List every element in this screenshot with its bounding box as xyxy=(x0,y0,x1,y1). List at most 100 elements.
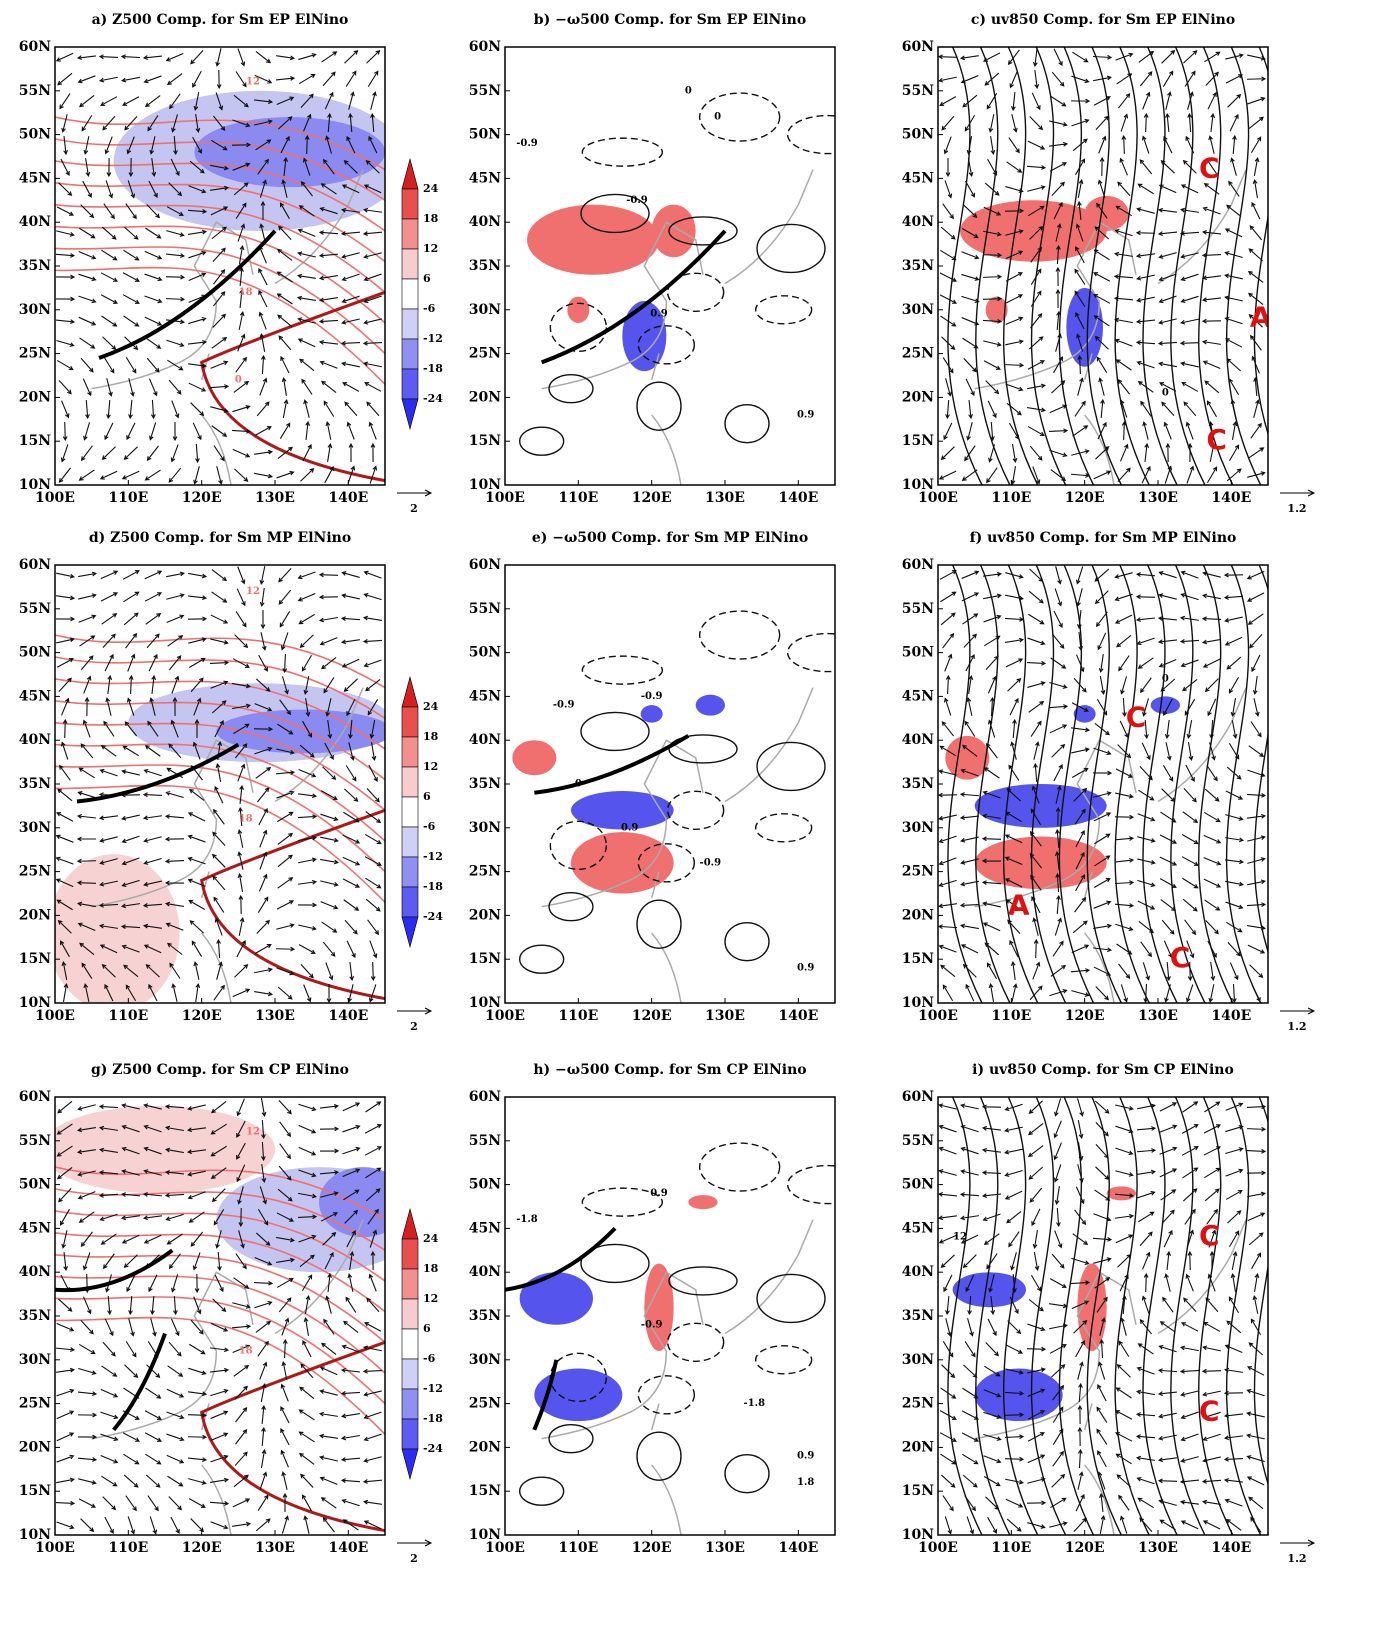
lon-label: 130E xyxy=(705,1540,745,1556)
shading xyxy=(1106,1186,1137,1201)
lat-label: 55N xyxy=(902,1133,934,1149)
contour-label: -1.8 xyxy=(516,1214,538,1225)
shading xyxy=(644,1263,674,1352)
lat-label: 30N xyxy=(902,302,934,318)
contour-label: 0 xyxy=(1162,388,1169,399)
streamline xyxy=(975,47,1011,485)
front-line xyxy=(76,742,240,804)
shading xyxy=(1084,195,1129,231)
lon-label: 110E xyxy=(558,1008,598,1024)
lat-label: 50N xyxy=(19,645,51,661)
contour-label: 0 xyxy=(235,374,242,385)
wind-vectors xyxy=(938,566,1267,1003)
contour xyxy=(636,381,682,431)
contour-label: 0 xyxy=(685,85,692,96)
contour-label: -0.9 xyxy=(516,138,538,149)
contour-label: 1.8 xyxy=(797,1477,814,1488)
lon-label: 130E xyxy=(705,1008,745,1024)
lat-label: 40N xyxy=(469,732,501,748)
contour-label: -0.9 xyxy=(641,1319,663,1330)
lat-label: 45N xyxy=(902,170,934,186)
contour xyxy=(55,1188,385,1251)
lat-label: 15N xyxy=(469,951,501,967)
lat-label: 20N xyxy=(902,389,934,405)
lon-label: 140E xyxy=(328,490,368,506)
streamline xyxy=(1198,47,1234,485)
lat-label: 25N xyxy=(469,346,501,362)
lon-label: 100E xyxy=(918,1540,958,1556)
map-panel: 0 C A Cc) uv850 Comp. for Sm EP ElNino 60N 55… xyxy=(902,12,1316,515)
shading xyxy=(194,117,385,188)
contour xyxy=(786,1164,835,1205)
lon-label: 140E xyxy=(1211,1008,1251,1024)
lat-label: 15N xyxy=(19,1483,51,1499)
lon-label: 100E xyxy=(35,1008,75,1024)
contour-label: 0.9 xyxy=(797,962,814,973)
shading xyxy=(622,301,667,372)
panel-title: c) uv850 Comp. for Sm EP ElNino xyxy=(971,12,1235,28)
contour xyxy=(724,1453,770,1494)
contour xyxy=(581,1187,664,1217)
colorbar-label: 6 xyxy=(423,1322,431,1335)
lat-label: 45N xyxy=(469,170,501,186)
lon-label: 110E xyxy=(991,1540,1031,1556)
contour-label: 0 xyxy=(575,779,582,790)
reference-arrow xyxy=(397,1007,433,1015)
contour xyxy=(668,1266,738,1296)
contour xyxy=(668,216,738,246)
lat-label: 40N xyxy=(469,1264,501,1280)
colorbar-segment xyxy=(401,1388,419,1420)
contour-label: 12 xyxy=(246,1127,260,1138)
shading xyxy=(640,705,663,723)
colorbar-label: -18 xyxy=(423,362,443,375)
map-panel: -1.8 0.9 -0.9 -1.8 0.9 1.8 h) −ω500 Comp. for … xyxy=(469,1062,836,1556)
colorbar-segment xyxy=(401,1358,419,1390)
lon-label: 120E xyxy=(632,1540,672,1556)
streamline xyxy=(1114,1097,1150,1535)
lat-label: 35N xyxy=(19,258,51,274)
contour-label: 12 xyxy=(953,1232,967,1243)
streamline xyxy=(1225,565,1262,1003)
lat-label: 30N xyxy=(19,1352,51,1368)
lat-label: 10N xyxy=(469,477,501,493)
contour xyxy=(55,764,385,873)
lat-label: 20N xyxy=(19,1439,51,1455)
streamline xyxy=(1030,565,1067,1003)
contour-label: -0.9 xyxy=(626,195,648,206)
lon-label: 110E xyxy=(991,490,1031,506)
annotation: C xyxy=(1199,1219,1220,1252)
lon-label: 130E xyxy=(255,1008,295,1024)
lat-label: 30N xyxy=(469,820,501,836)
contour xyxy=(636,1431,682,1481)
contour xyxy=(55,743,385,842)
lat-label: 20N xyxy=(469,907,501,923)
lon-label: 100E xyxy=(35,490,75,506)
coastline xyxy=(974,1219,1247,1535)
lon-label: 120E xyxy=(632,1008,672,1024)
lat-label: 40N xyxy=(902,214,934,230)
shading xyxy=(519,1272,593,1325)
coastline xyxy=(91,687,364,1003)
lat-label: 50N xyxy=(19,1177,51,1193)
contour xyxy=(636,899,682,949)
panel-title: a) Z500 Comp. for Sm EP ElNino xyxy=(92,12,349,28)
lon-label: 130E xyxy=(1138,490,1178,506)
shading xyxy=(571,791,674,830)
contour xyxy=(756,741,826,792)
shading xyxy=(527,204,659,275)
lat-label: 60N xyxy=(469,39,501,55)
lon-label: 140E xyxy=(328,1008,368,1024)
streamline xyxy=(1142,565,1178,1003)
shading xyxy=(567,296,590,323)
shading xyxy=(985,296,1008,323)
lat-label: 25N xyxy=(902,346,934,362)
contour xyxy=(55,1166,385,1221)
contour-label: 12 xyxy=(246,77,260,88)
lon-label: 130E xyxy=(255,1540,295,1556)
contour xyxy=(786,632,835,673)
contour xyxy=(518,1476,565,1506)
lat-label: 25N xyxy=(19,864,51,880)
contour xyxy=(548,373,594,404)
lat-label: 10N xyxy=(19,995,51,1011)
